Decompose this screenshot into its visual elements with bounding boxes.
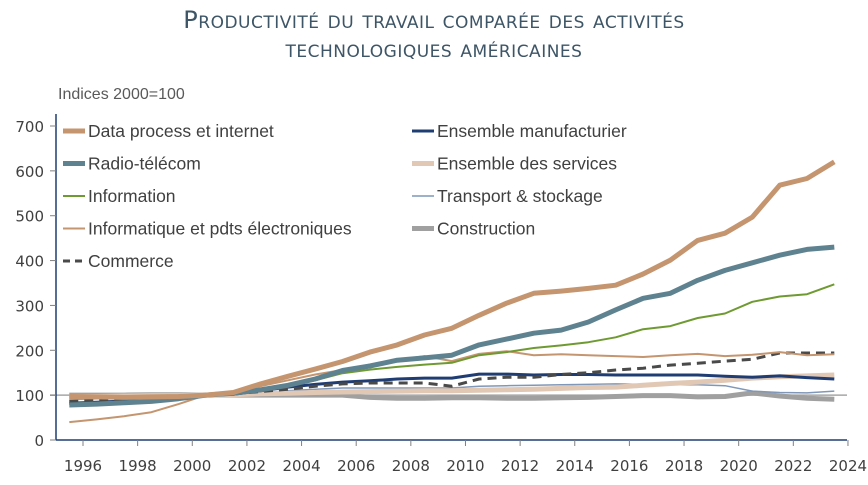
- legend-label: Ensemble des services: [437, 154, 617, 174]
- legend-label: Construction: [437, 219, 535, 239]
- legend-label: Commerce: [88, 251, 174, 271]
- legend-item: Data process et internet: [63, 121, 274, 141]
- y-tick-label: 100: [15, 387, 44, 405]
- legend-item: Ensemble des services: [412, 154, 617, 174]
- x-tick-label: 2016: [610, 457, 648, 475]
- y-tick-label: 300: [15, 297, 44, 315]
- x-tick-label: 2006: [337, 457, 375, 475]
- x-tick-label: 2004: [282, 457, 320, 475]
- legend-item: Transport & stockage: [412, 186, 603, 206]
- x-tick-label: 1998: [119, 457, 157, 475]
- x-tick-label: 2020: [720, 457, 758, 475]
- legend-item: Informatique et pdts électroniques: [63, 219, 352, 239]
- x-tick-label: 2024: [829, 457, 867, 475]
- legend-label: Informatique et pdts électroniques: [88, 219, 352, 239]
- x-tick-label: 2000: [173, 457, 211, 475]
- y-tick-label: 200: [15, 342, 44, 360]
- axis-layer: 0 100 200 300 400 500 600 700 1996 1998 2000 2002 20…: [15, 114, 867, 475]
- legend: Data process et internet Radio-télécom Inf…: [63, 121, 627, 271]
- x-tick-label: 2010: [446, 457, 484, 475]
- legend-item: Commerce: [63, 251, 174, 271]
- y-tick-label: 600: [15, 163, 44, 181]
- chart-subtitle: Indices 2000=100: [58, 86, 185, 103]
- x-tick-label: 2012: [501, 457, 539, 475]
- legend-label: Information: [88, 186, 176, 206]
- x-tick-label: 2002: [228, 457, 266, 475]
- legend-label: Transport & stockage: [437, 186, 603, 206]
- legend-label: Data process et internet: [88, 121, 274, 141]
- x-tick-label: 2018: [665, 457, 703, 475]
- y-tick-label: 500: [15, 208, 44, 226]
- series-layer: [69, 159, 836, 424]
- legend-label: Ensemble manufacturier: [437, 121, 627, 141]
- chart-title-line-2: technologiques américaines: [285, 35, 583, 63]
- x-tick-label: 2022: [774, 457, 812, 475]
- legend-item: Ensemble manufacturier: [412, 121, 627, 141]
- y-tick-label: 400: [15, 253, 44, 271]
- legend-item: Information: [63, 186, 176, 206]
- chart-title: Productivité du travail comparée des act…: [0, 6, 868, 64]
- legend-item: Construction: [412, 219, 535, 239]
- x-tick-label: 2008: [392, 457, 430, 475]
- chart-title-line-1: Productivité du travail comparée des act…: [183, 6, 685, 34]
- y-tick-label: 700: [15, 118, 44, 136]
- x-tick-label: 1996: [64, 457, 102, 475]
- legend-item: Radio-télécom: [63, 154, 201, 174]
- x-tick-label: 2014: [556, 457, 594, 475]
- y-tick-label: 0: [34, 432, 44, 450]
- series-line-data-process-et-internet: [69, 159, 836, 400]
- legend-label: Radio-télécom: [88, 154, 201, 174]
